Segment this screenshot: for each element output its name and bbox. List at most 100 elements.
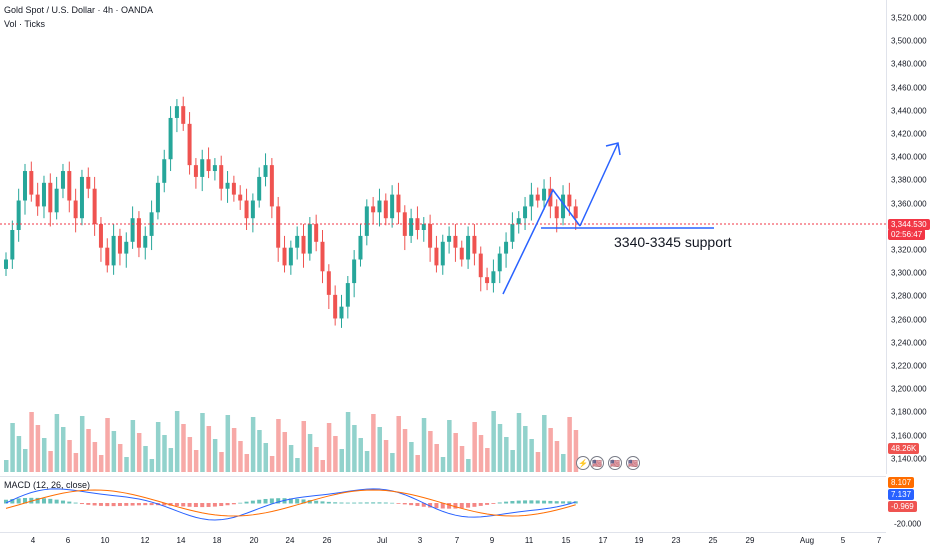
macd-histogram-bar: [295, 498, 300, 504]
volume-bar: [383, 440, 389, 472]
volume-bar: [402, 429, 408, 472]
candle: [225, 171, 230, 203]
volume-bar: [295, 458, 300, 472]
macd-histogram-bar: [516, 500, 521, 504]
time-axis-label: 6: [65, 536, 71, 545]
macd-histogram-bar: [440, 503, 445, 509]
histogram-value-tag: -0.969: [888, 501, 917, 512]
candle: [339, 294, 344, 328]
volume-bar: [415, 455, 420, 472]
candle: [60, 163, 65, 199]
volume-indicator-title[interactable]: Vol · Ticks: [4, 19, 46, 29]
volume-bar: [54, 414, 60, 472]
candle: [263, 153, 268, 187]
macd-histogram-bar: [548, 500, 553, 504]
macd-histogram-bar: [130, 503, 135, 506]
candle: [485, 267, 490, 291]
macd-histogram-bar: [124, 503, 129, 506]
candle: [79, 169, 84, 226]
candle: [54, 176, 59, 220]
candle: [371, 196, 376, 225]
candle: [421, 217, 426, 242]
volume-bar: [529, 439, 534, 472]
macd-histogram-bar: [149, 503, 154, 506]
candle: [523, 196, 528, 230]
candle: [333, 285, 338, 326]
candle: [453, 224, 458, 262]
candle: [288, 240, 293, 275]
time-axis-label: 19: [634, 536, 644, 545]
volume-bar: [257, 430, 262, 472]
price-axis-label: 3,460.000: [891, 83, 927, 93]
candle: [48, 173, 53, 227]
candle: [535, 187, 540, 208]
us-flag-event-icon[interactable]: 🇺🇸: [626, 456, 640, 470]
volume-bar: [225, 415, 231, 472]
candle: [352, 250, 357, 298]
signal-line: [5, 489, 576, 517]
candle: [269, 158, 274, 219]
candle: [136, 211, 141, 258]
volume-bar: [67, 440, 72, 472]
time-axis[interactable]: [0, 532, 886, 551]
price-axis-label: 3,180.000: [891, 407, 927, 417]
volume-bar: [573, 430, 579, 472]
time-axis-label: 10: [100, 536, 110, 545]
current-price-tag: 3,344.530: [888, 219, 930, 230]
volume-bar: [155, 422, 161, 472]
time-axis-label: 5: [840, 536, 846, 545]
macd-chart[interactable]: [0, 477, 886, 533]
volume-bar: [4, 460, 9, 472]
volume-bar: [345, 412, 351, 472]
us-flag-event-icon[interactable]: 🇺🇸: [590, 456, 604, 470]
candle: [22, 163, 27, 215]
volume-bar: [86, 429, 91, 472]
macd-histogram-bar: [238, 502, 243, 504]
macd-histogram-bar: [466, 503, 471, 508]
candle: [111, 224, 116, 275]
price-chart[interactable]: [0, 0, 886, 474]
macd-histogram-bar: [523, 500, 528, 504]
volume-bar: [200, 413, 205, 472]
macd-histogram-bar: [54, 499, 59, 504]
time-axis-label: 12: [140, 536, 150, 545]
candle: [497, 246, 502, 284]
drawing-annotations[interactable]: [502, 142, 714, 295]
candle: [472, 224, 477, 266]
macd-histogram-bar: [314, 500, 319, 504]
candle: [168, 106, 173, 172]
macd-histogram-bar: [371, 502, 376, 504]
macd-histogram-bar: [307, 500, 312, 504]
macd-title[interactable]: MACD (12, 26, close): [4, 480, 91, 490]
volume-bar: [130, 420, 136, 472]
main-chart-pane[interactable]: [0, 0, 886, 474]
macd-histogram-bar: [200, 503, 205, 508]
price-axis-label: 3,440.000: [891, 106, 927, 116]
macd-histogram-bar: [421, 503, 426, 507]
volume-bar: [459, 446, 465, 472]
macd-histogram-bar: [4, 499, 8, 504]
macd-histogram-bar: [326, 501, 331, 504]
macd-histogram-bar: [16, 498, 21, 504]
macd-histogram-bar: [22, 497, 27, 504]
time-axis-label: 18: [212, 536, 222, 545]
lightning-icon[interactable]: ⚡: [576, 456, 590, 470]
time-axis-label: Aug: [799, 536, 815, 545]
candle: [200, 149, 205, 192]
candle: [358, 224, 363, 267]
macd-pane[interactable]: [0, 476, 886, 533]
time-axis-label: 29: [745, 536, 755, 545]
symbol-title[interactable]: Gold Spot / U.S. Dollar · 4h · OANDA: [4, 5, 154, 15]
candle: [402, 205, 407, 251]
macd-histogram-bar: [193, 503, 198, 508]
time-axis-label: 24: [285, 536, 295, 545]
candle: [516, 211, 521, 234]
price-axis[interactable]: 3,520.000 3,500.000 3,480.000 3,460.000 3,44…: [886, 0, 932, 474]
macd-histogram-bar: [504, 501, 509, 504]
price-axis-label: 3,240.000: [891, 338, 927, 348]
macd-histogram-bar: [10, 499, 15, 504]
macd-histogram-bar: [86, 503, 91, 505]
us-flag-event-icon[interactable]: 🇺🇸: [608, 456, 622, 470]
candle: [16, 188, 21, 242]
volume-bar: [364, 451, 370, 472]
